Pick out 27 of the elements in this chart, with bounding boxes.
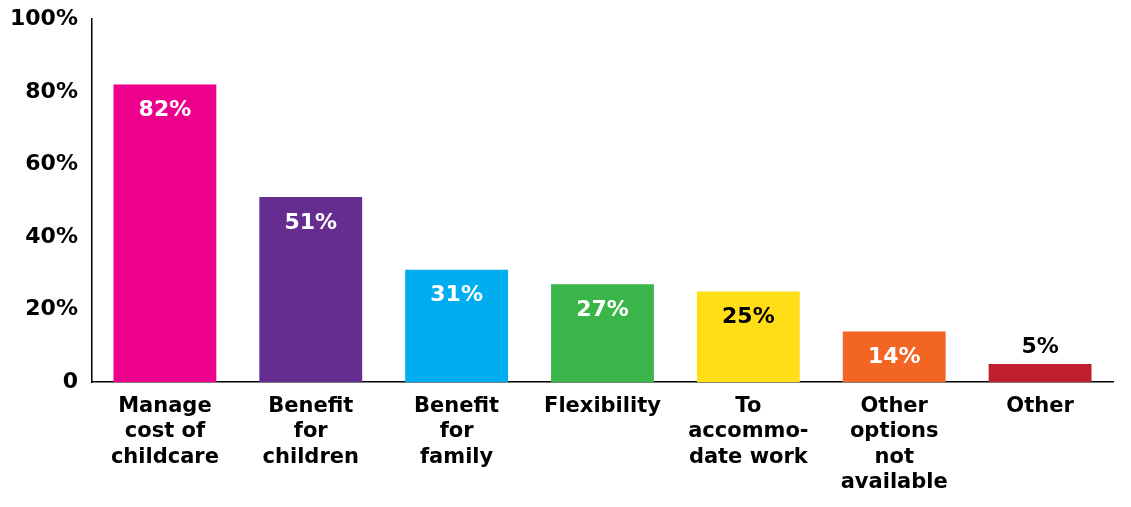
- bar: [113, 84, 217, 383]
- data-label: 5%: [1021, 332, 1059, 358]
- data-label: 31%: [430, 281, 483, 307]
- bar: [551, 284, 654, 383]
- data-label: 51%: [284, 208, 338, 234]
- data-label: 82%: [138, 96, 192, 122]
- bar: [405, 269, 509, 383]
- x-tick-label: Other: [1006, 393, 1075, 418]
- x-tick-label: Manage cost of childcare: [110, 393, 219, 468]
- data-label: 27%: [576, 295, 629, 321]
- y-tick-label: 20%: [25, 295, 78, 321]
- x-tick-label: Flexibility: [544, 393, 662, 418]
- y-tick-label: 40%: [25, 222, 78, 248]
- bar: [259, 197, 363, 383]
- y-tick-label: 60%: [25, 150, 78, 176]
- x-tick-label: Benefit for family: [414, 393, 500, 468]
- x-tick-label: To accommo- date work: [688, 393, 809, 468]
- y-tick-label: 80%: [25, 77, 78, 103]
- x-tick-label: Benefit for children: [262, 393, 359, 468]
- y-tick-label: 100%: [10, 4, 78, 30]
- data-label: 14%: [867, 343, 921, 369]
- bar: [696, 291, 800, 383]
- data-label: 25%: [722, 303, 775, 329]
- bar: [842, 331, 946, 383]
- bar: [988, 364, 1092, 383]
- y-tick-label: 0: [62, 367, 78, 393]
- x-tick-label: Other options not available: [840, 393, 948, 493]
